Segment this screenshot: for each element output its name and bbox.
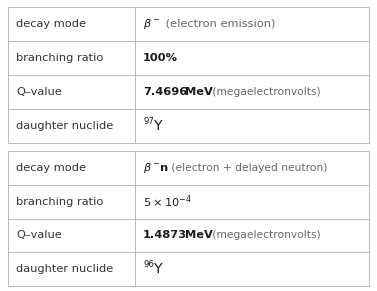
Text: 96: 96 [143, 260, 154, 269]
Text: Q–value: Q–value [16, 230, 62, 240]
Bar [8, 151, 369, 286]
Text: daughter nuclide: daughter nuclide [16, 264, 113, 274]
Text: (electron + delayed neutron): (electron + delayed neutron) [168, 163, 327, 173]
Text: 97: 97 [143, 116, 154, 125]
Text: daughter nuclide: daughter nuclide [16, 121, 113, 131]
Text: $5\times10^{-4}$: $5\times10^{-4}$ [143, 193, 192, 210]
Text: branching ratio: branching ratio [16, 53, 103, 63]
Text: $\beta^-$: $\beta^-$ [143, 17, 161, 31]
Text: 100%: 100% [143, 53, 178, 63]
Text: MeV: MeV [185, 87, 213, 97]
Text: (megaelectronvolts): (megaelectronvolts) [209, 230, 320, 240]
Text: (megaelectronvolts): (megaelectronvolts) [209, 87, 320, 97]
Text: 1.4873: 1.4873 [143, 230, 187, 240]
Text: 7.4696: 7.4696 [143, 87, 187, 97]
Bar [8, 7, 369, 143]
Text: decay mode: decay mode [16, 19, 86, 29]
Text: Y: Y [153, 119, 162, 133]
Text: Y: Y [153, 262, 162, 276]
Text: (electron emission): (electron emission) [162, 19, 275, 29]
Text: n: n [160, 163, 168, 173]
Text: MeV: MeV [185, 230, 213, 240]
Text: $\beta^-$: $\beta^-$ [143, 161, 161, 175]
Text: Q–value: Q–value [16, 87, 62, 97]
Text: decay mode: decay mode [16, 163, 86, 173]
Text: branching ratio: branching ratio [16, 197, 103, 207]
